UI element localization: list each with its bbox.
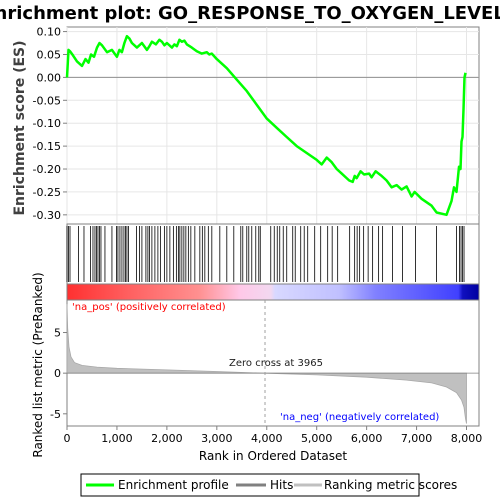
ranking-y-ticks: 5 0 -5 <box>50 327 67 421</box>
negative-correlation-label: 'na_neg' (negatively correlated) <box>280 412 439 423</box>
ranking-metric-area <box>66 304 467 424</box>
ranking-y-tick-label: 0 <box>54 367 61 380</box>
legend-label-hits: Hits <box>270 478 293 492</box>
enrichment-profile-series <box>65 34 467 217</box>
x-tick-label: 8,000 <box>451 432 483 445</box>
x-tick-label: 7,000 <box>401 432 433 445</box>
zero-cross-label: Zero cross at 3965 <box>229 358 323 369</box>
rank-color-bar <box>66 283 480 301</box>
es-y-tick-label: -0.05 <box>33 94 61 107</box>
chart-title: Enrichment plot: GO_RESPONSE_TO_OXYGEN_L… <box>0 3 500 24</box>
ranking-plot-area <box>66 299 480 427</box>
es-y-tick-label: 0.00 <box>37 71 62 84</box>
es-y-axis-label: Enrichment score (ES) <box>12 40 28 215</box>
hits-series <box>66 226 465 282</box>
ranking-y-tick-label: 5 <box>54 327 61 340</box>
enrichment-profile-line <box>65 34 467 217</box>
x-tick-label: 3,000 <box>201 432 233 445</box>
es-y-tick-label: -0.30 <box>33 209 61 222</box>
x-tick-label: 4,000 <box>251 432 283 445</box>
es-y-tick-label: -0.15 <box>33 140 61 153</box>
es-y-tick-label: -0.20 <box>33 163 61 176</box>
ranking-x-axis-label: Rank in Ordered Dataset <box>199 449 347 463</box>
x-tick-label: 2,000 <box>151 432 183 445</box>
positive-correlation-label: 'na_pos' (positively correlated) <box>72 302 226 313</box>
es-y-tick-label: -0.10 <box>33 117 61 130</box>
x-tick-label: 1,000 <box>101 432 133 445</box>
legend-item-ranking-metric: Ranking metric scores <box>294 478 457 492</box>
ranking-y-tick-label: -5 <box>50 408 61 421</box>
legend-item-hits: Hits <box>236 478 293 492</box>
es-y-ticks: 0.10 0.05 0.00 -0.05 -0.10 -0.15 -0.20 -0.25 -0.… <box>33 26 67 222</box>
ranking-x-ticks: 0 1,000 2,000 3,000 4,000 5,000 6,000 7,000 8,00… <box>64 426 483 445</box>
legend-label-enrichment-profile: Enrichment profile <box>118 478 229 492</box>
x-tick-label: 0 <box>64 432 71 445</box>
es-y-tick-label: 0.10 <box>37 26 62 39</box>
ranking-metric-series <box>66 304 467 424</box>
legend-label-ranking-metric: Ranking metric scores <box>324 478 457 492</box>
legend-item-enrichment-profile: Enrichment profile <box>86 478 229 492</box>
es-y-tick-label: -0.25 <box>33 186 61 199</box>
x-tick-label: 6,000 <box>351 432 383 445</box>
es-y-tick-label: 0.05 <box>37 48 62 61</box>
ranking-y-axis-label: Ranked list metric (PreRanked) <box>31 272 45 457</box>
x-tick-label: 5,000 <box>301 432 333 445</box>
